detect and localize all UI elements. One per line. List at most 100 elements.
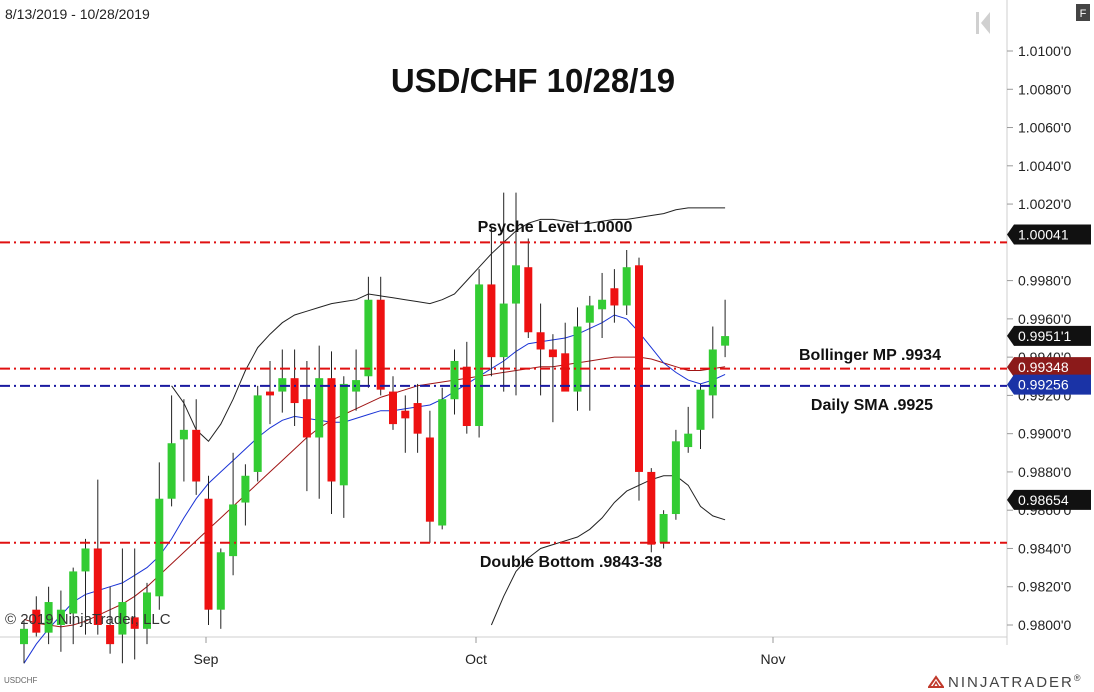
candle <box>56 590 65 652</box>
candle-body <box>290 378 299 404</box>
candle <box>376 276 385 396</box>
candle <box>118 548 127 664</box>
x-axis: Sep Oct Nov <box>194 637 785 667</box>
candle-body <box>155 498 164 597</box>
candle <box>684 406 693 453</box>
candle-body <box>44 602 53 633</box>
candle-body <box>512 265 520 304</box>
candle-body <box>69 571 78 614</box>
price-tag: 0.98654 <box>1007 489 1091 510</box>
candle <box>327 351 336 515</box>
y-tick-label: 0.9880'0 <box>1018 464 1071 480</box>
candle-body <box>696 389 705 430</box>
price-tag: 0.99256 <box>1007 374 1091 395</box>
candle-body <box>499 303 508 358</box>
price-tag-label: 0.9951'1 <box>1018 328 1071 344</box>
candle-body <box>425 437 434 522</box>
candle <box>635 257 643 501</box>
annotation-label: Bollinger MP .9934 <box>799 347 941 364</box>
candle-body <box>622 267 631 306</box>
candle <box>241 464 250 526</box>
candle <box>598 272 607 338</box>
candle <box>462 341 471 434</box>
y-tick-label: 0.9980'0 <box>1018 273 1071 289</box>
candle <box>610 269 619 323</box>
candle <box>389 376 397 430</box>
candle-body <box>315 378 324 438</box>
bollinger-mid-line <box>23 356 726 628</box>
date-range: 8/13/2019 - 10/28/2019 <box>5 6 150 22</box>
y-tick-label: 0.9820'0 <box>1018 579 1071 595</box>
candle-body <box>204 498 213 610</box>
candle <box>450 349 459 415</box>
candle-body <box>413 403 422 434</box>
price-tag-bg <box>1007 489 1091 510</box>
indicator-lines <box>23 207 726 664</box>
candle <box>622 249 631 316</box>
candle-body <box>561 353 570 392</box>
candle-body <box>438 399 447 526</box>
candle-body <box>167 443 176 499</box>
price-tag-bg <box>1007 224 1091 245</box>
price-tag-label: 0.98654 <box>1018 492 1069 508</box>
candle-body <box>216 552 225 610</box>
level-lines <box>0 241 1007 544</box>
price-tag-label: 0.99348 <box>1018 359 1069 375</box>
candle <box>143 582 151 645</box>
candle <box>44 586 53 645</box>
annotation-label: Psyche Level 1.0000 <box>478 219 633 236</box>
candle-body <box>56 609 65 625</box>
candle <box>216 548 225 629</box>
candle-body <box>266 391 274 396</box>
candle-body <box>462 366 471 427</box>
candle <box>438 387 447 530</box>
candle <box>192 399 201 495</box>
candle <box>573 307 582 411</box>
candle-body <box>352 380 361 392</box>
annotation-label: Double Bottom .9843-38 <box>480 554 662 571</box>
candle-body <box>20 628 28 645</box>
price-tag-bg <box>1007 357 1091 378</box>
chart-title: USD/CHF 10/28/19 <box>391 62 675 99</box>
y-tick-label: 0.9960'0 <box>1018 311 1071 327</box>
candle <box>721 299 730 358</box>
candle <box>315 345 324 499</box>
candle-body <box>708 349 717 396</box>
candle <box>696 383 705 449</box>
candle <box>413 383 422 453</box>
candle-body <box>364 299 373 377</box>
price-tag-label: 0.99256 <box>1018 377 1069 393</box>
candle <box>536 303 545 396</box>
candle-body <box>130 617 139 629</box>
y-tick-label: 1.0020'0 <box>1018 196 1071 212</box>
candle-body <box>536 332 545 350</box>
price-tags: 1.00041 0.9951'1 0.99348 0.99256 0.98654 <box>1007 224 1091 510</box>
price-tag-label: 1.00041 <box>1018 226 1069 242</box>
candle-body <box>93 548 102 625</box>
brand-logo: NINJATRADER® <box>928 673 1083 691</box>
svg-text:F: F <box>1080 8 1087 20</box>
candle-body <box>81 548 90 572</box>
candle <box>155 462 164 610</box>
candle-body <box>32 609 41 633</box>
annotation-labels: Psyche Level 1.0000 Bollinger MP .9934 Dai… <box>478 219 941 571</box>
candle <box>401 395 410 453</box>
y-tick-label: 0.9900'0 <box>1018 426 1071 442</box>
candle-body <box>548 349 557 358</box>
candle-body <box>192 429 201 482</box>
candle <box>229 452 238 576</box>
annotation-label: Daily SMA .9925 <box>811 397 933 414</box>
candle <box>499 192 508 392</box>
candle-body <box>302 399 311 438</box>
collapse-panel-icon[interactable] <box>976 12 990 34</box>
candle <box>487 227 496 377</box>
candle <box>81 538 90 635</box>
candle <box>69 567 78 645</box>
candle <box>266 360 274 425</box>
candle-body <box>229 504 238 557</box>
candle-body <box>376 299 385 390</box>
candle <box>671 429 680 520</box>
format-icon[interactable]: F <box>1076 4 1090 21</box>
candle-body <box>253 395 262 472</box>
